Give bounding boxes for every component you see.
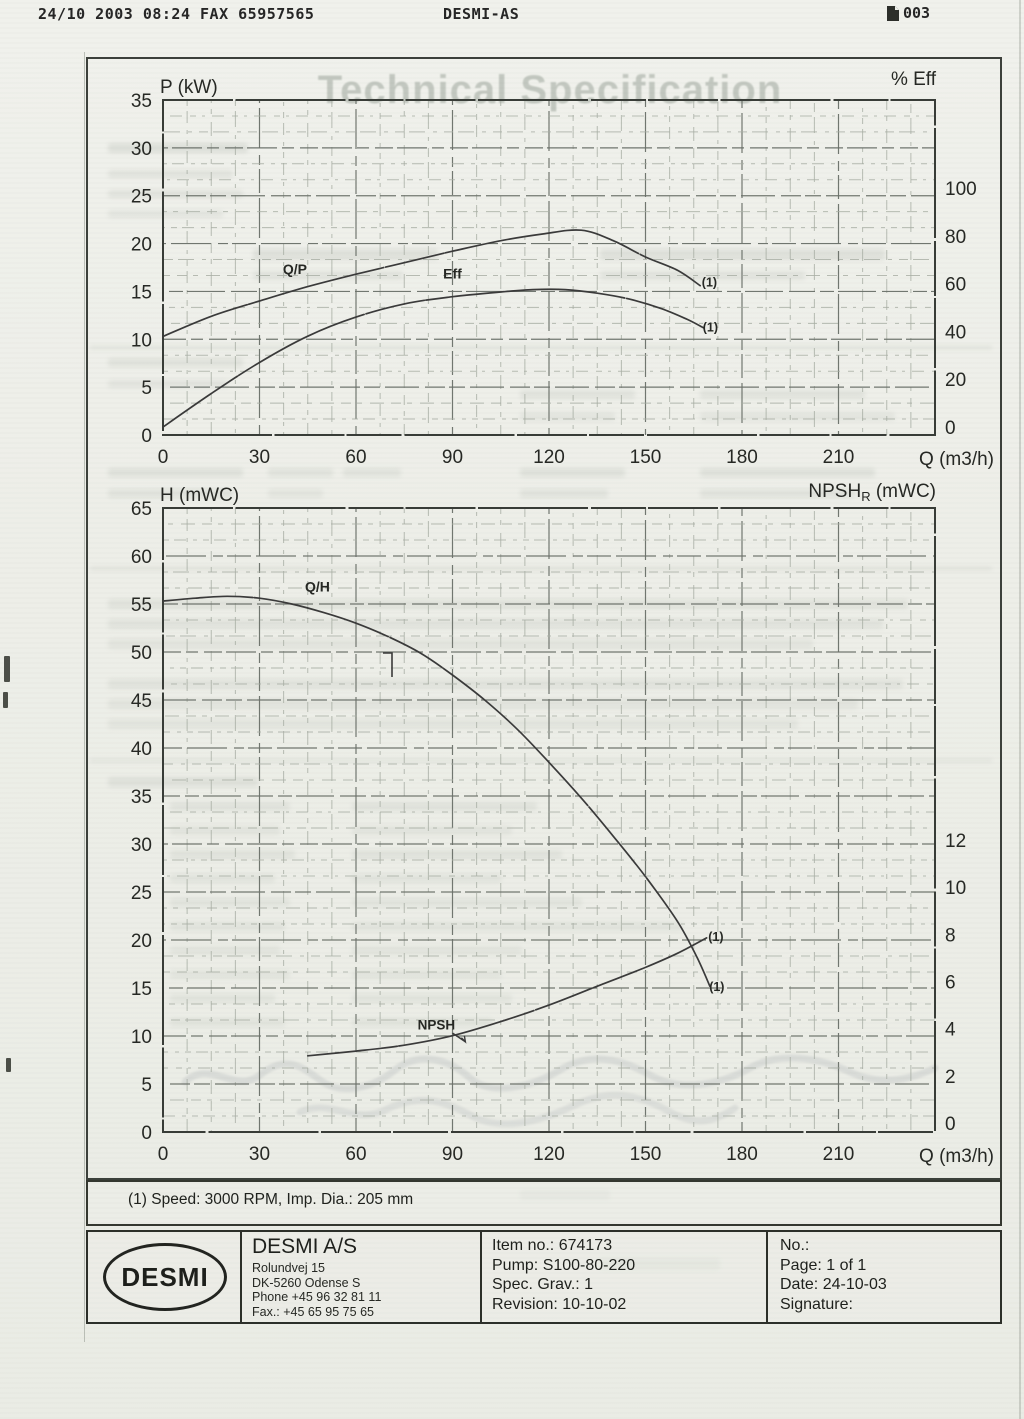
bleedthrough-smudge: [170, 922, 285, 931]
bleedthrough-smudge: [170, 874, 275, 883]
page-edge-line: [84, 52, 85, 1342]
fax-page-number: 003: [903, 4, 931, 22]
bleedthrough-smudge: [170, 1018, 285, 1027]
bleedthrough-smudge: [108, 679, 903, 689]
signature-label: Signature:: [780, 1295, 853, 1313]
company-name: DESMI A/S: [252, 1235, 358, 1258]
bleedthrough-smudge: [108, 777, 258, 787]
fax-sender: DESMI-AS: [443, 5, 520, 23]
logo-text: DESMI: [121, 1261, 209, 1292]
bleedthrough-smudge: [352, 946, 522, 955]
bleedthrough-smudge: [108, 639, 813, 649]
bleedthrough-smudge: [520, 390, 635, 399]
fax-header: 24/10 2003 08:24 FAX 65957565 DESMI-AS 0…: [0, 2, 1024, 28]
bleedthrough-smudge: [520, 1190, 610, 1200]
address-line: Fax.: +45 65 95 75 65: [252, 1304, 374, 1319]
logo-cell: DESMI: [88, 1232, 242, 1322]
bleedthrough-smudge: [520, 468, 625, 477]
bleedthrough-smudge: [352, 970, 502, 979]
bleedthrough-smudge: [352, 994, 512, 1003]
bleedthrough-smudge: [253, 271, 403, 280]
bleedthrough-smudge: [90, 346, 992, 349]
pump-model: Pump: S100-80-220: [492, 1256, 636, 1274]
doc-number: No.:: [780, 1237, 810, 1254]
bleedthrough-smudge: [108, 599, 908, 609]
bleedthrough-smudge: [352, 802, 537, 811]
bleedthrough-smudge: [170, 850, 295, 859]
bleedthrough-smudge: [700, 390, 865, 399]
bleedthrough-smudge: [108, 210, 223, 218]
page-count: Page: 1 of 1: [780, 1256, 867, 1274]
bleedthrough-smudge: [108, 468, 243, 477]
bleedthrough-smudge: [268, 489, 323, 498]
document-frame: [86, 57, 1002, 1180]
address-line: DK-5260 Odense S: [252, 1275, 361, 1290]
bleedthrough-smudge: [108, 170, 233, 178]
bleedthrough-smudge: [108, 190, 243, 198]
fax-artifact-mark: [6, 1058, 11, 1072]
footer-table: DESMI DESMI A/S Rolundvej 15 DK-5260 Ode…: [86, 1230, 1002, 1324]
bleedthrough-smudge: [700, 412, 895, 421]
fax-artifact-mark: [3, 692, 8, 708]
fax-page-badge: 003: [886, 4, 930, 22]
item-cell: Item no.: 674173 Pump: S100-80-220 Spec.…: [482, 1232, 768, 1322]
address-line: Rolundvej 15: [252, 1261, 325, 1275]
bleedthrough-smudge: [108, 489, 233, 498]
bleedthrough-smudge: [700, 489, 855, 498]
bleedthrough-smudge: [170, 802, 290, 811]
bleedthrough-smudge: [108, 143, 248, 153]
bleedthrough-smudge: [352, 1018, 492, 1027]
bleedthrough-smudge: [108, 619, 883, 629]
bleedthrough-smudge: [520, 489, 608, 498]
bleedthrough-smudge: [268, 468, 333, 477]
bleedthrough-smudge: [170, 898, 290, 907]
company-cell: DESMI A/S Rolundvej 15 DK-5260 Odense S …: [242, 1232, 482, 1322]
bleedthrough-smudge: [108, 699, 858, 709]
note-text: (1) Speed: 3000 RPM, Imp. Dia.: 205 mm: [128, 1191, 414, 1208]
address-line: Phone +45 96 32 81 11: [252, 1290, 382, 1304]
bleedthrough-smudge: [352, 850, 562, 859]
bleedthrough-smudge: [108, 380, 228, 388]
bleedthrough-smudge: [90, 567, 992, 570]
bleedthrough-smudge: [352, 898, 582, 907]
meta-cell: No.: Page: 1 of 1 Date: 24-10-03 Signatu…: [768, 1232, 1000, 1322]
scan-edge-streak: [1019, 0, 1021, 1419]
doc-date: Date: 24-10-03: [780, 1276, 887, 1293]
bleedthrough-smudge: [170, 826, 280, 835]
bleedthrough-smudge: [600, 271, 805, 280]
bleedthrough-smudge: [170, 970, 290, 979]
bleedthrough-smudge: [170, 994, 275, 1003]
bleedthrough-smudge: [600, 249, 885, 260]
bleedthrough-smudge: [253, 249, 438, 260]
item-number: Item no.: 674173: [492, 1237, 613, 1254]
fax-datetime: 24/10 2003 08:24 FAX 65957565: [38, 5, 315, 23]
desmi-logo: DESMI: [103, 1243, 227, 1311]
bleedthrough-smudge: [700, 468, 875, 477]
bleedthrough-smudge: [108, 358, 243, 367]
bleedthrough-smudge: [600, 1258, 720, 1270]
bleedthrough-smudge: [352, 874, 502, 883]
bleedthrough-smudge: [352, 826, 512, 835]
bleedthrough-smudge: [108, 719, 798, 729]
specific-gravity: Spec. Grav.: 1: [492, 1276, 594, 1293]
fax-artifact-mark: [4, 656, 10, 682]
bleedthrough-smudge: [343, 468, 401, 477]
bleedthrough-smudge: [520, 412, 615, 421]
note-box: (1) Speed: 3000 RPM, Imp. Dia.: 205 mm: [86, 1180, 1002, 1226]
bleedthrough-smudge: [90, 759, 992, 762]
bleedthrough-smudge: [352, 922, 682, 931]
fax-page-icon: [887, 5, 899, 21]
revision: Revision: 10-10-02: [492, 1295, 627, 1313]
bleedthrough-smudge: [170, 946, 280, 955]
